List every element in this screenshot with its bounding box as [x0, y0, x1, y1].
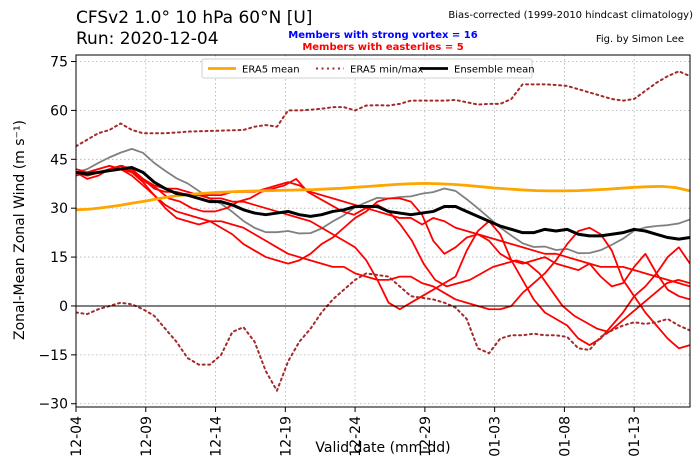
- strong-vortex-member-line: [76, 147, 690, 255]
- legend-entry-label: Ensemble mean: [454, 65, 535, 76]
- y-tick-label: 0: [59, 299, 68, 315]
- y-tick-label: 75: [50, 55, 68, 71]
- y-tick-label: 45: [50, 152, 68, 168]
- y-tick-label: 30: [50, 201, 68, 217]
- y-axis-label: Zonal-Mean Zonal Wind (m s⁻¹): [12, 120, 28, 340]
- chart-title-line1: CFSv2 1.0° 10 hPa 60°N [U]: [76, 8, 312, 28]
- legend-entry-label: ERA5 mean: [242, 65, 300, 76]
- era5-min-line: [76, 272, 690, 392]
- era5-mean-line: [76, 182, 690, 212]
- x-tick-label: 01-13: [627, 416, 643, 457]
- easterly-member-line: [76, 164, 690, 288]
- y-tick-label: −30: [38, 397, 68, 413]
- plot-series: [76, 70, 690, 392]
- y-tick-label: −15: [38, 348, 68, 364]
- legend: ERA5 mean ERA5 min/max Ensemble mean: [201, 58, 535, 79]
- annotation-strong-vortex: Members with strong vortex = 16: [288, 30, 477, 41]
- plot-axes: −30 −15 0 15 30 45 60 75 12-04 12-09 12-14 12-19 12-…: [38, 54, 691, 457]
- easterly-member-line: [76, 164, 690, 350]
- x-tick-label: 12-04: [69, 416, 85, 457]
- y-tick-label: 15: [50, 250, 68, 266]
- era5-max-line: [76, 70, 690, 148]
- legend-box: [201, 58, 533, 79]
- ensemble-mean-line: [76, 165, 690, 241]
- x-tick-label: 12-09: [139, 416, 155, 457]
- x-tick-label: 12-19: [278, 416, 294, 457]
- x-tick-label: 12-24: [348, 416, 364, 457]
- x-tick-label: 01-03: [488, 416, 504, 457]
- easterly-member-line: [76, 164, 690, 301]
- annotation-easterlies: Members with easterlies = 5: [302, 42, 463, 53]
- plot-frame: [75, 54, 691, 408]
- grid-lines: [75, 55, 690, 407]
- x-axis-label: Valid date (mm-dd): [315, 440, 450, 456]
- x-tick-label: 12-14: [209, 416, 225, 457]
- x-tick-label: 12-29: [418, 416, 434, 457]
- legend-entry-label: ERA5 min/max: [350, 65, 423, 76]
- chart-title-line2: Run: 2020-12-04: [76, 29, 219, 49]
- chart-subtitle-right: Bias-corrected (1999-2010 hindcast clima…: [448, 10, 693, 21]
- x-tick-label: 01-08: [557, 416, 573, 457]
- easterly-member-line: [76, 164, 690, 346]
- chart-credit: Fig. by Simon Lee: [596, 34, 684, 45]
- y-tick-label: 60: [50, 103, 68, 119]
